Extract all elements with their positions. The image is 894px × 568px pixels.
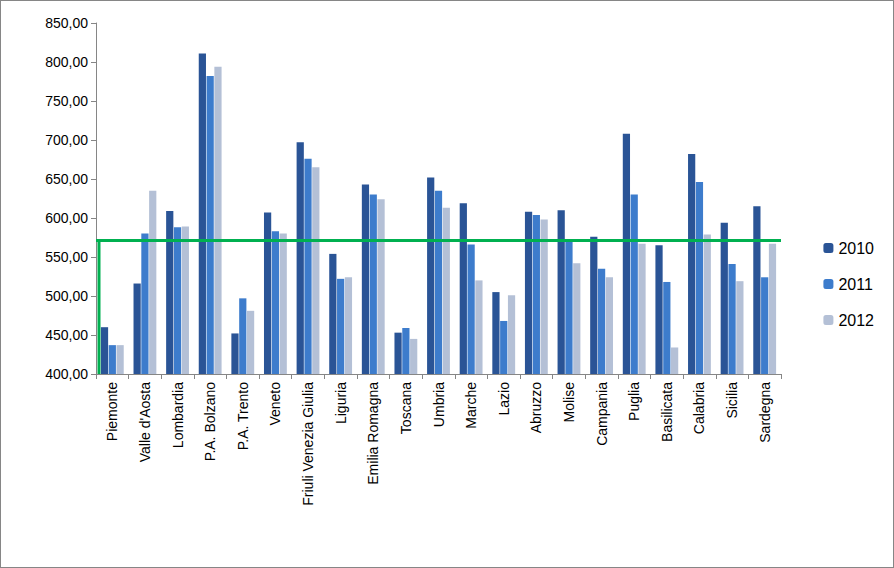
svg-text:800,00: 800,00 xyxy=(45,54,88,70)
svg-text:650,00: 650,00 xyxy=(45,171,88,187)
svg-text:2011: 2011 xyxy=(838,276,873,293)
svg-text:Abruzzo: Abruzzo xyxy=(528,382,544,434)
svg-text:850,00: 850,00 xyxy=(45,15,88,31)
svg-text:Sicilia: Sicilia xyxy=(724,382,740,419)
svg-text:Campania: Campania xyxy=(594,382,610,446)
svg-text:750,00: 750,00 xyxy=(45,93,88,109)
svg-text:Valle d'Aosta: Valle d'Aosta xyxy=(137,382,153,462)
svg-text:700,00: 700,00 xyxy=(45,132,88,148)
svg-text:Lazio: Lazio xyxy=(496,382,512,416)
svg-text:2010: 2010 xyxy=(838,240,874,257)
svg-text:Veneto: Veneto xyxy=(267,382,283,426)
svg-text:Calabria: Calabria xyxy=(691,382,707,434)
svg-text:Friuli Venezia Giulia: Friuli Venezia Giulia xyxy=(300,382,316,506)
svg-text:Piemonte: Piemonte xyxy=(104,382,120,441)
svg-text:Umbria: Umbria xyxy=(431,382,447,427)
svg-text:400,00: 400,00 xyxy=(45,366,88,382)
svg-text:Toscana: Toscana xyxy=(398,382,414,434)
svg-text:P.A. Trento: P.A. Trento xyxy=(235,382,251,450)
svg-text:Lombardia: Lombardia xyxy=(170,382,186,448)
svg-text:P.A. Bolzano: P.A. Bolzano xyxy=(202,382,218,461)
svg-text:Liguria: Liguria xyxy=(333,382,349,424)
svg-text:Marche: Marche xyxy=(463,382,479,429)
svg-text:Sardegna: Sardegna xyxy=(757,382,773,443)
svg-text:Molise: Molise xyxy=(561,382,577,423)
svg-text:450,00: 450,00 xyxy=(45,327,88,343)
svg-text:Emilia Romagna: Emilia Romagna xyxy=(365,382,381,485)
svg-text:500,00: 500,00 xyxy=(45,288,88,304)
svg-text:Puglia: Puglia xyxy=(626,382,642,421)
svg-text:2012: 2012 xyxy=(838,312,874,329)
svg-text:Basilicata: Basilicata xyxy=(659,382,675,442)
svg-text:600,00: 600,00 xyxy=(45,210,88,226)
svg-text:550,00: 550,00 xyxy=(45,249,88,265)
